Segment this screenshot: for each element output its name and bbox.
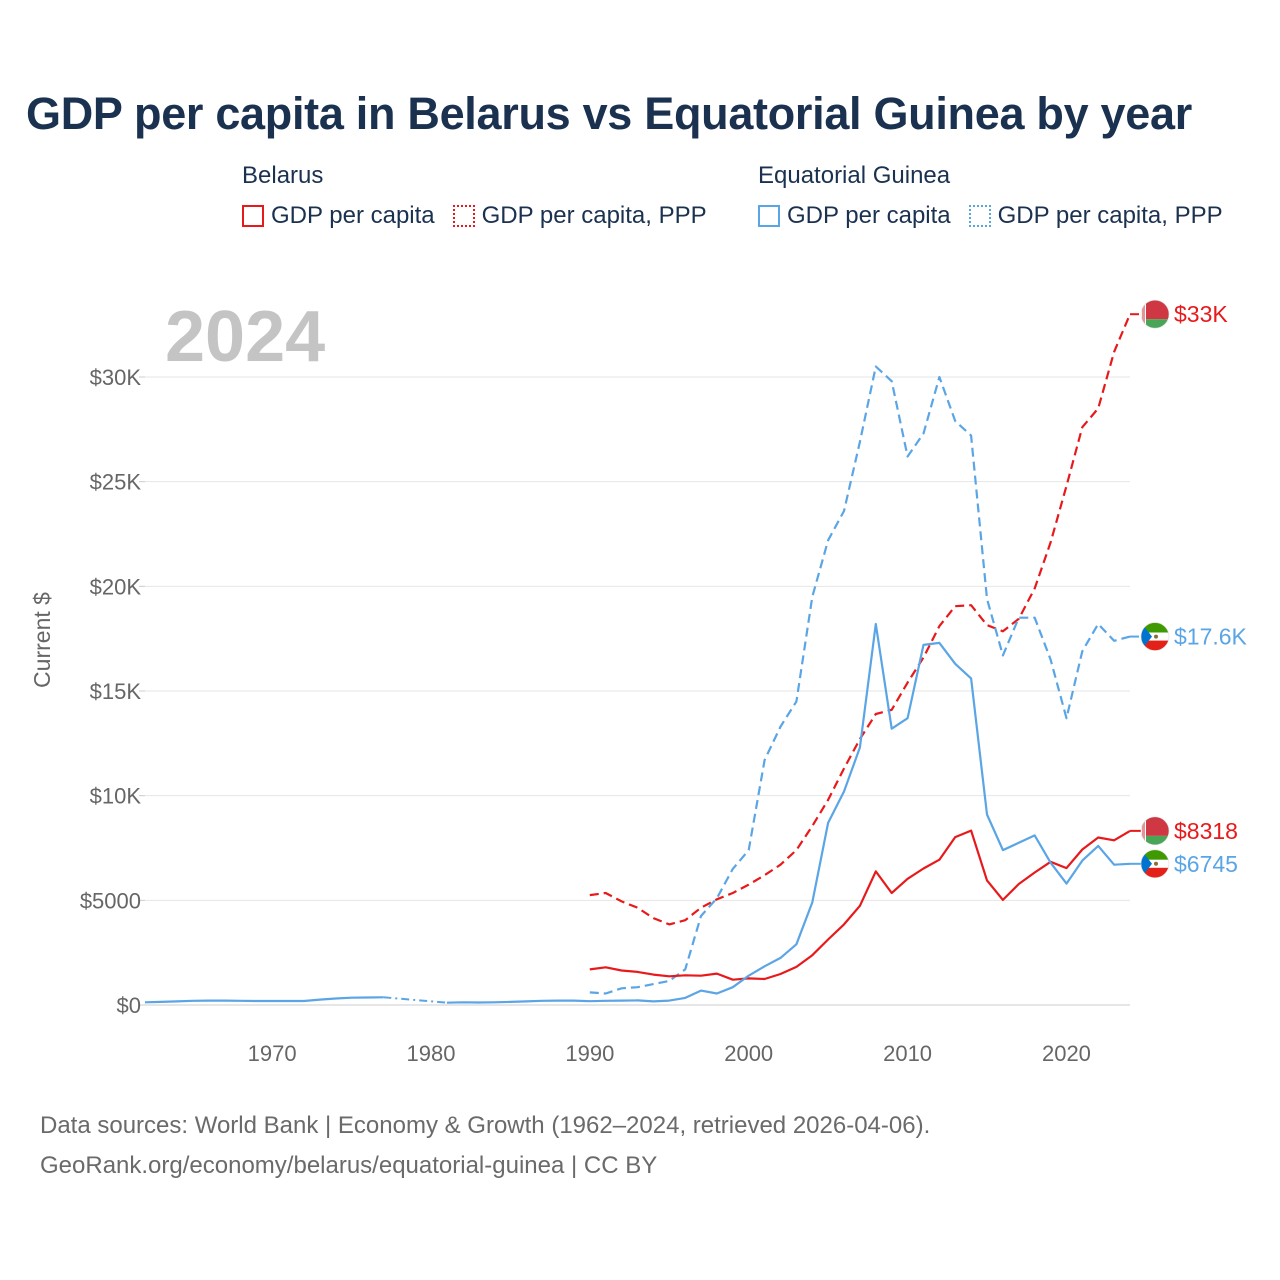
x-tick-label: 1970 [248, 1041, 297, 1066]
end-value-label: $33K [1174, 301, 1228, 327]
end-labels-layer: $33K $17.6K $8318 $6745 [1130, 299, 1248, 879]
x-tick-label: 2000 [724, 1041, 773, 1066]
legend-country-belarus: Belarus [242, 162, 324, 189]
legend-swatch-solid [242, 205, 264, 227]
belarus-flag-icon [1141, 816, 1169, 845]
series-line-0 [589, 313, 1132, 926]
end-value-label: $6745 [1174, 851, 1238, 877]
series-gap-line [383, 996, 447, 1004]
end-value-label: $17.6K [1174, 624, 1248, 650]
equatorial-guinea-flag-icon [1141, 849, 1169, 878]
y-tick-label: $5000 [80, 888, 141, 913]
y-tick-label: $30K [90, 365, 142, 390]
legend-label: GDP per capita [787, 202, 951, 229]
legend-item-belarus-gdp-ppp[interactable]: GDP per capita, PPP [452, 202, 707, 230]
x-tick-label: 2010 [883, 1041, 932, 1066]
x-tick-label: 1980 [406, 1041, 455, 1066]
axis-layer: $0 $5000 $10K $15K $20K $25K $30K 1970 1980 1990 2… [29, 365, 1091, 1066]
legend-swatch-dotted [452, 205, 475, 227]
chart-title: GDP per capita in Belarus vs Equatorial … [26, 88, 1192, 139]
y-axis-title: Current $ [29, 592, 55, 688]
series-line-3 [144, 996, 384, 1004]
series-line-3 [446, 622, 1131, 1004]
data-source-text: Data sources: World Bank | Economy & Gro… [40, 1112, 931, 1139]
footer: Data sources: World Bank | Economy & Gro… [40, 1106, 930, 1186]
year-label: 2024 [165, 297, 326, 377]
legend-swatch-solid [758, 205, 780, 227]
x-tick-label: 2020 [1042, 1041, 1091, 1066]
source-url-text: GeoRank.org/economy/belarus/equatorial-g… [40, 1152, 658, 1179]
legend-label: GDP per capita [271, 202, 435, 229]
end-value-label: $8318 [1174, 818, 1238, 844]
y-tick-label: $10K [90, 784, 142, 809]
y-tick-label: $20K [90, 574, 142, 599]
series-line-2 [589, 829, 1131, 981]
legend-group-belarus: Belarus GDP per capita GDP per capita, P… [242, 162, 707, 230]
belarus-flag-icon [1141, 300, 1169, 329]
legend-item-eq-guinea-gdp[interactable]: GDP per capita [758, 202, 951, 230]
legend-label: GDP per capita, PPP [481, 202, 707, 229]
y-tick-label: $25K [90, 470, 142, 495]
legend-group-equatorial-guinea: Equatorial Guinea GDP per capita GDP per… [758, 162, 1223, 230]
y-tick-label: $0 [117, 993, 141, 1018]
legend-item-eq-guinea-gdp-ppp[interactable]: GDP per capita, PPP [968, 202, 1223, 230]
equatorial-guinea-flag-icon [1141, 622, 1169, 651]
x-tick-label: 1990 [565, 1041, 614, 1066]
grid-layer [145, 376, 1130, 1006]
legend-label: GDP per capita, PPP [997, 202, 1223, 229]
series-line-1 [589, 365, 1131, 995]
series-layer [144, 313, 1132, 1004]
y-tick-label: $15K [90, 679, 142, 704]
legend-swatch-dotted [968, 205, 991, 227]
legend-item-belarus-gdp[interactable]: GDP per capita [242, 202, 435, 230]
legend-country-equatorial-guinea: Equatorial Guinea [758, 162, 951, 189]
